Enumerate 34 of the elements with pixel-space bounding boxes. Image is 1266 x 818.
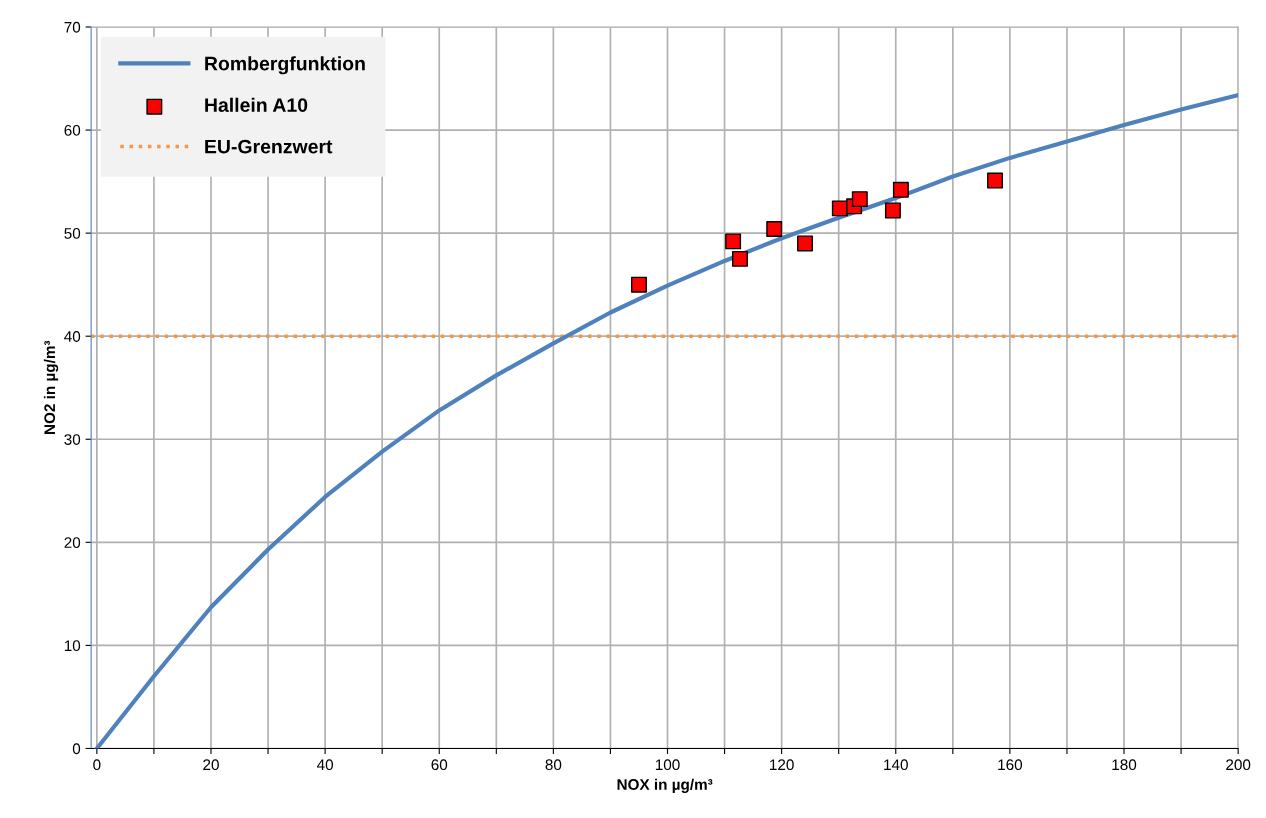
x-tick-label: 60 xyxy=(431,759,448,771)
legend-label: Hallein A10 xyxy=(205,97,308,112)
x-tick-label: 100 xyxy=(655,759,680,771)
point xyxy=(725,233,742,250)
x-tick-label: 180 xyxy=(1112,759,1137,771)
x-tick-label: 160 xyxy=(998,759,1023,771)
y-tick-label: 60 xyxy=(64,124,81,136)
y-tick-label: 20 xyxy=(64,537,81,549)
y-tick-label: 50 xyxy=(64,228,81,239)
y-tick-label: 10 xyxy=(64,640,81,652)
point xyxy=(766,221,783,237)
x-tick-label: 20 xyxy=(203,759,219,771)
y-tick-label: 70 xyxy=(64,21,81,33)
point xyxy=(831,200,848,217)
point xyxy=(892,181,909,198)
legend-label: EU-Grenzwert xyxy=(205,139,333,154)
x-axis-title: NOX in µg/m³ xyxy=(617,778,713,793)
y-axis-title: NO2 in µg/m³ xyxy=(43,340,59,434)
x-tick-label: 120 xyxy=(770,759,794,771)
x-tick-label: 80 xyxy=(545,759,562,771)
y-tick-label: 40 xyxy=(64,331,81,342)
point xyxy=(731,250,748,267)
point xyxy=(630,276,647,293)
y-tick-label: 30 xyxy=(64,434,81,445)
point xyxy=(797,235,814,252)
x-tick-label: 200 xyxy=(1226,759,1251,771)
y-tick-label: 0 xyxy=(72,743,81,755)
legend-label: Rombergfunktion xyxy=(205,56,365,75)
x-tick-label: 40 xyxy=(316,759,334,771)
point xyxy=(884,202,901,219)
point xyxy=(987,172,1004,189)
x-tick-label: 0 xyxy=(93,759,101,771)
x-tick-label: 140 xyxy=(884,759,908,771)
point xyxy=(851,191,868,208)
